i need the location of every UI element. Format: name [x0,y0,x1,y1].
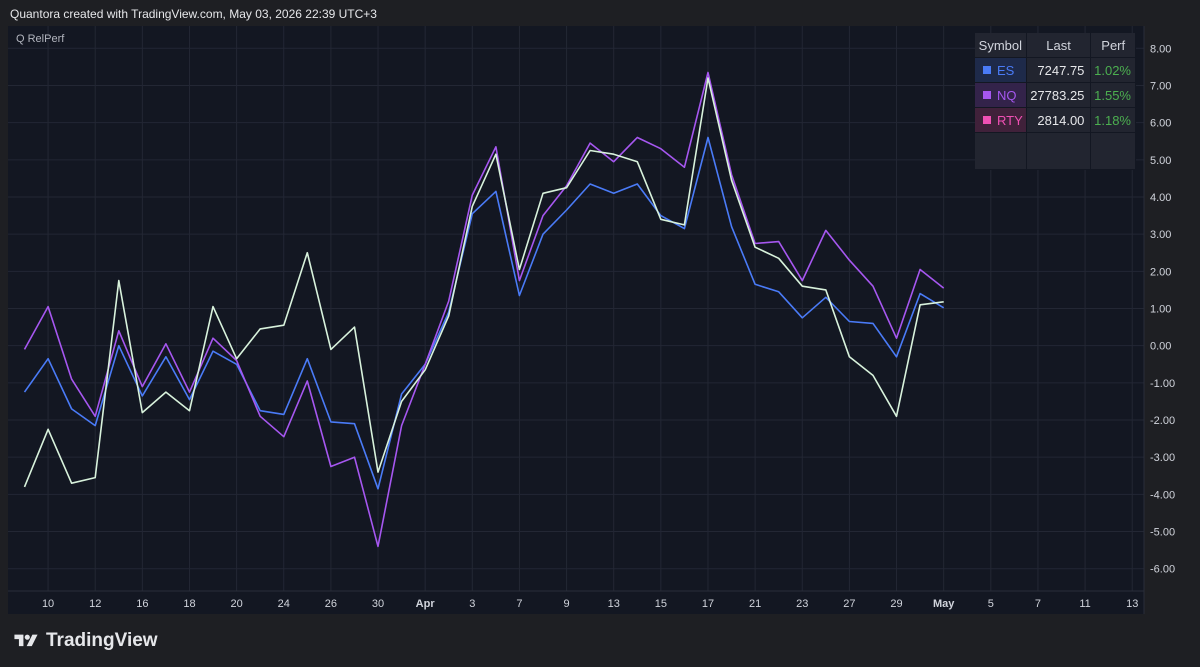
series-line-rty [23,77,944,488]
y-tick-label: 1.00 [1150,304,1171,316]
legend-last-value: 27783.25 [1026,82,1092,108]
legend-empty-cell [1090,132,1136,170]
y-tick-label: 6.00 [1150,118,1171,130]
legend-header-perf: Perf [1090,33,1136,58]
legend-perf-value: 1.18% [1090,107,1136,133]
y-tick-label: 7.00 [1150,80,1171,92]
x-tick-label: 15 [655,598,667,610]
legend-empty-cell [1026,132,1092,170]
legend-swatch-rty [983,116,991,125]
chart-header: Quantora created with TradingView.com, M… [10,7,377,21]
y-tick-label: 8.00 [1150,43,1171,55]
legend-row-rty[interactable]: RTY 2814.00 1.18% [975,107,1136,133]
y-tick-label: -1.00 [1150,378,1175,390]
legend-symbol-cell: RTY [975,107,1027,133]
legend-last-value: 2814.00 [1026,107,1092,133]
x-tick-label: 30 [372,598,384,610]
x-tick-label: 9 [564,598,570,610]
x-tick-label: 27 [843,598,855,610]
y-tick-label: -2.00 [1150,415,1175,427]
y-tick-label: 4.00 [1150,192,1171,204]
legend-swatch-nq [983,91,991,100]
x-tick-label: 5 [988,598,994,610]
x-tick-label: 17 [702,598,714,610]
legend-perf-value: 1.55% [1090,82,1136,108]
y-tick-label: -3.00 [1150,452,1175,464]
tradingview-brand: TradingView [46,630,158,651]
legend-empty-row [975,132,1136,170]
x-tick-label: 7 [516,598,522,610]
x-tick-label: 20 [230,598,242,610]
x-tick-label: 3 [469,598,475,610]
series-line-es [23,136,945,490]
x-tick-label: 13 [1126,598,1138,610]
x-tick-label: 16 [136,598,148,610]
x-tick-label: 18 [183,598,195,610]
legend-table: Symbol Last Perf ES 7247.75 1.02% NQ 27783.2… [975,33,1136,170]
x-tick-label: 7 [1035,598,1041,610]
y-tick-label: 5.00 [1150,155,1171,167]
legend-symbol-cell: NQ [975,82,1027,108]
legend-row-nq[interactable]: NQ 27783.25 1.55% [975,82,1136,108]
x-tick-label: 10 [42,598,54,610]
y-tick-label: -4.00 [1150,489,1175,501]
x-tick-label: 11 [1079,598,1090,610]
x-tick-label: May [933,598,955,610]
tradingview-logo-icon [14,634,38,647]
tradingview-footer[interactable]: TradingView [12,630,158,652]
x-tick-label: 29 [890,598,902,610]
x-tick-label: 23 [796,598,808,610]
y-tick-label: 0.00 [1150,341,1171,353]
legend-symbol: ES [997,62,1015,78]
x-tick-label: 12 [89,598,101,610]
legend-empty-cell [975,132,1027,170]
legend-symbol-cell: ES [975,57,1027,83]
legend-perf-value: 1.02% [1090,57,1136,83]
legend-swatch-es [983,66,991,75]
x-tick-label: 13 [608,598,620,610]
y-tick-label: 2.00 [1150,266,1171,278]
series-line-nq [23,71,945,548]
legend-row-es[interactable]: ES 7247.75 1.02% [975,57,1136,83]
legend-symbol: RTY [997,112,1023,128]
x-tick-label: 26 [325,598,337,610]
x-tick-label: Apr [416,598,436,610]
legend-last-value: 7247.75 [1026,57,1092,83]
y-tick-label: -5.00 [1150,527,1175,539]
legend-symbol: NQ [997,87,1017,103]
y-tick-label: 3.00 [1150,229,1171,241]
x-tick-label: 21 [749,598,761,610]
legend-header-last: Last [1026,33,1092,58]
chart-pane[interactable] [8,26,1144,614]
y-tick-label: -6.00 [1150,564,1175,576]
study-label[interactable]: Q RelPerf [16,33,65,45]
x-tick-label: 24 [278,598,290,610]
legend-header-row: Symbol Last Perf [975,33,1136,58]
legend-header-symbol: Symbol [975,33,1027,58]
